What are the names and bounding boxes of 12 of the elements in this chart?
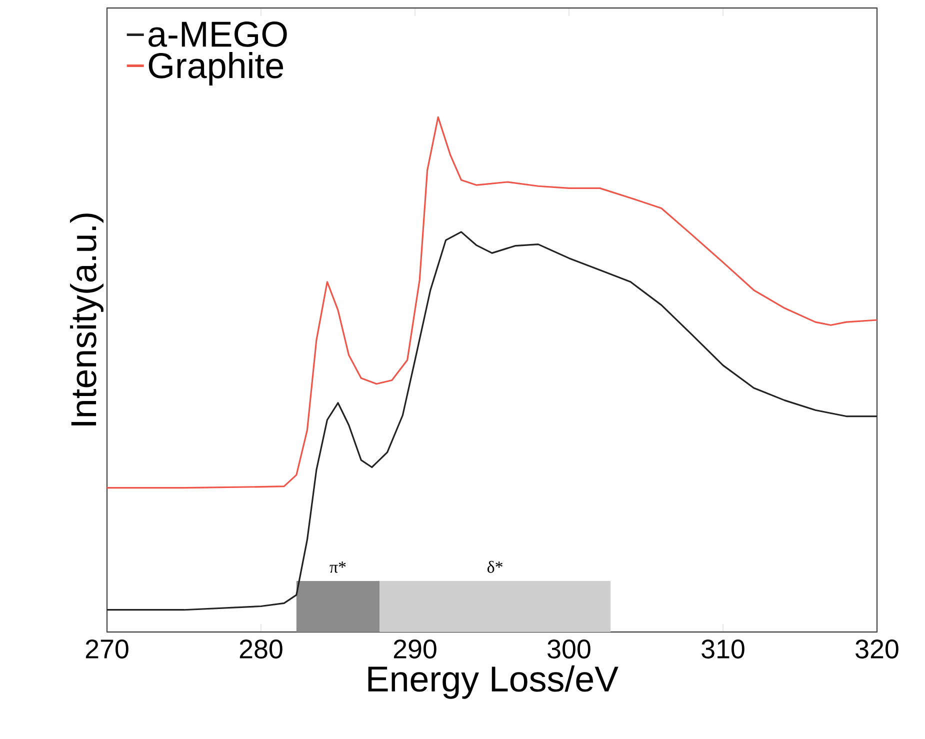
- legend-label: a-MEGO: [148, 22, 287, 47]
- band-label: π*: [330, 562, 346, 573]
- x-tick-label: 280: [240, 640, 282, 659]
- x-tick-label: 290: [394, 640, 436, 659]
- x-tick-label: 300: [548, 640, 590, 659]
- x-tick-label: 270: [86, 640, 128, 659]
- band-label: δ*: [488, 560, 502, 573]
- x-tick-label: 310: [702, 640, 744, 659]
- x-tick-label: 320: [856, 640, 898, 659]
- y-axis-title: Intensity(a.u.): [70, 214, 104, 426]
- x-axis-title: Energy Loss/eV: [368, 665, 618, 699]
- legend-label: Graphite: [148, 52, 284, 86]
